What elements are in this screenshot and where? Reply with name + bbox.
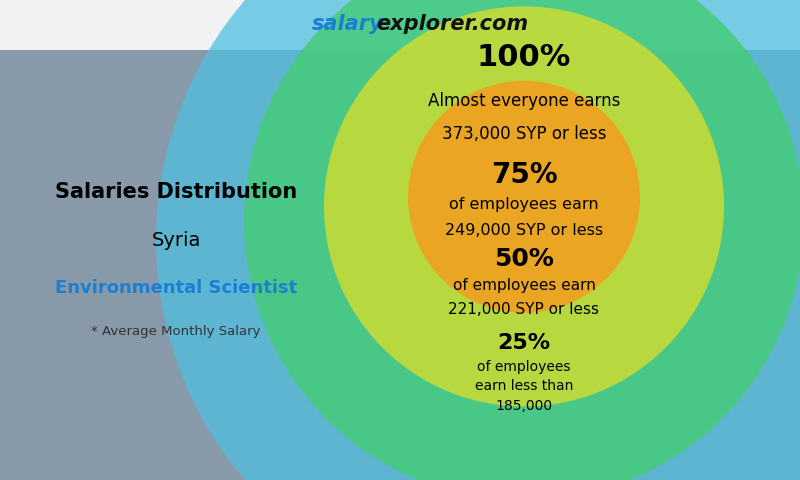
Text: of employees earn: of employees earn (449, 196, 599, 212)
Text: Environmental Scientist: Environmental Scientist (55, 279, 297, 297)
Ellipse shape (156, 0, 800, 480)
Text: of employees earn: of employees earn (453, 278, 595, 293)
Text: 249,000 SYP or less: 249,000 SYP or less (445, 223, 603, 238)
FancyBboxPatch shape (0, 0, 800, 50)
Ellipse shape (408, 81, 640, 313)
Text: 75%: 75% (490, 161, 558, 189)
Text: 373,000 SYP or less: 373,000 SYP or less (442, 125, 606, 144)
Text: 221,000 SYP or less: 221,000 SYP or less (449, 302, 599, 317)
Text: 185,000: 185,000 (495, 398, 553, 413)
Text: of employees: of employees (478, 360, 570, 374)
Text: earn less than: earn less than (475, 379, 573, 394)
Text: salary: salary (312, 14, 384, 34)
Text: 100%: 100% (477, 43, 571, 72)
Text: * Average Monthly Salary: * Average Monthly Salary (91, 324, 261, 338)
Ellipse shape (244, 0, 800, 480)
Text: Almost everyone earns: Almost everyone earns (428, 92, 620, 110)
Text: 50%: 50% (494, 247, 554, 271)
Ellipse shape (324, 6, 724, 407)
Text: 25%: 25% (498, 333, 550, 353)
Text: Syria: Syria (151, 230, 201, 250)
Text: Salaries Distribution: Salaries Distribution (55, 182, 297, 202)
Text: explorer.com: explorer.com (376, 14, 528, 34)
